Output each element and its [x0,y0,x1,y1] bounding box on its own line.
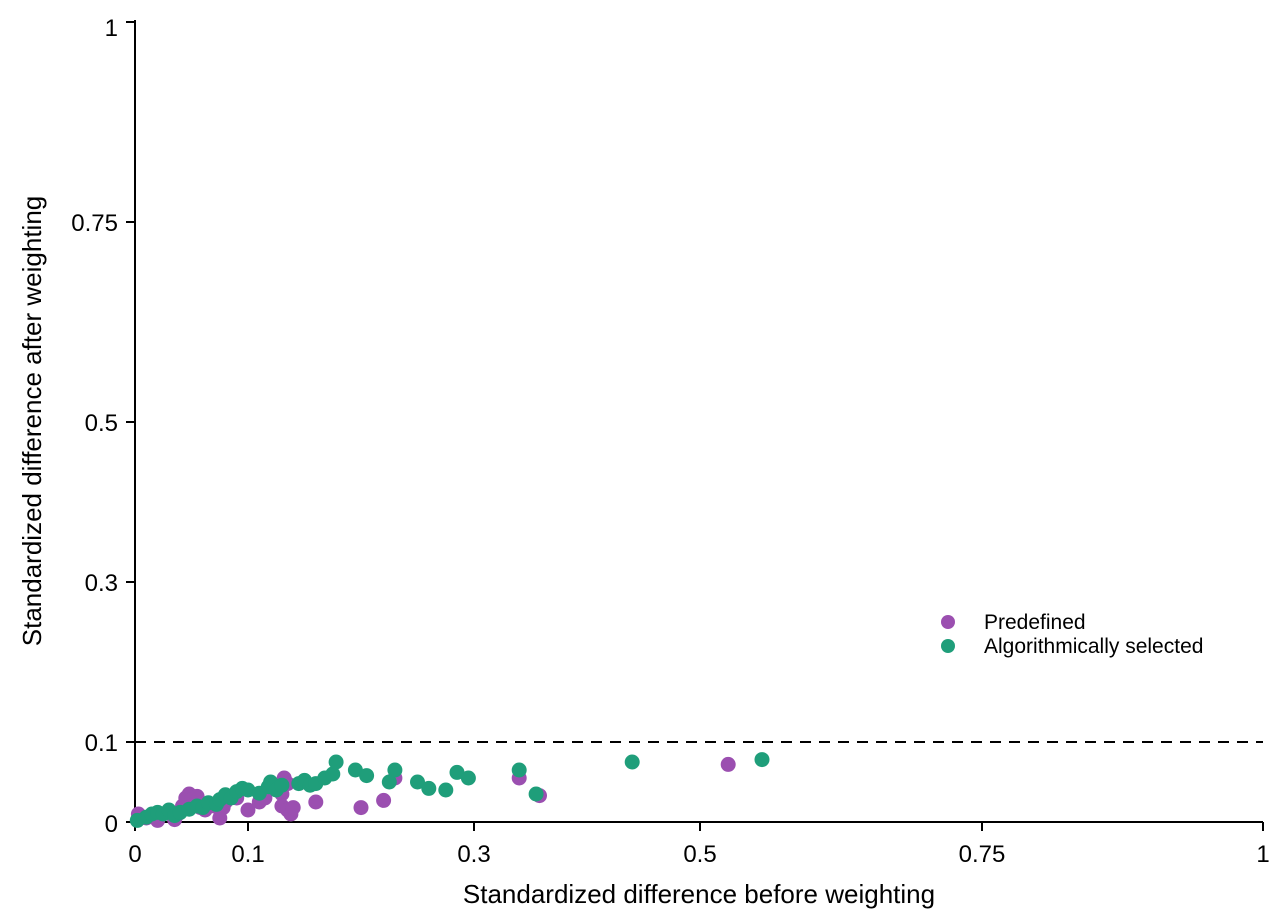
data-point [359,768,375,784]
data-point [438,782,454,798]
data-point [720,756,736,772]
data-point [347,762,363,778]
data-point [511,762,527,778]
data-point [285,800,301,816]
data-point [240,802,256,818]
legend-label: Algorithmically selected [984,635,1203,658]
x-tick-label: 1 [1256,841,1269,868]
x-tick-label: 0.75 [959,841,1006,868]
data-point [325,766,341,782]
y-ticks: 0 0.1 0.3 0.5 0.75 1 [71,15,135,838]
legend-label: Predefined [984,611,1086,634]
data-point [460,770,476,786]
x-tick-label: 0.3 [457,841,490,868]
y-tick-label: 1 [105,15,118,42]
data-point [624,754,640,770]
x-tick-label: 0.1 [231,841,264,868]
data-point [754,752,770,768]
data-point [353,800,369,816]
x-tick-label: 0 [128,841,141,868]
data-point [421,780,437,796]
y-tick-label: 0.5 [85,410,118,437]
data-point [328,754,344,770]
data-point [376,792,392,808]
y-tick-label: 0.75 [71,210,118,237]
y-tick-label: 0.1 [85,730,118,757]
data-point [381,774,397,790]
data-point [274,777,290,793]
legend-marker [941,639,955,653]
legend-marker [941,615,955,629]
data-point [240,782,256,798]
y-axis-title: Standardized difference after weighting [17,196,47,646]
x-tick-label: 0.5 [683,841,716,868]
data-point [410,774,425,790]
data-point [387,762,403,778]
y-tick-label: 0.3 [85,570,118,597]
x-ticks: 0 0.1 0.3 0.5 0.75 1 [128,822,1270,868]
data-points [129,752,770,828]
data-point [308,794,324,810]
x-axis-title: Standardized difference before weighting [463,879,935,909]
data-point [528,786,544,802]
y-tick-label: 0 [105,811,118,838]
series-algorithmically-selected [129,752,770,828]
data-point [449,764,465,780]
